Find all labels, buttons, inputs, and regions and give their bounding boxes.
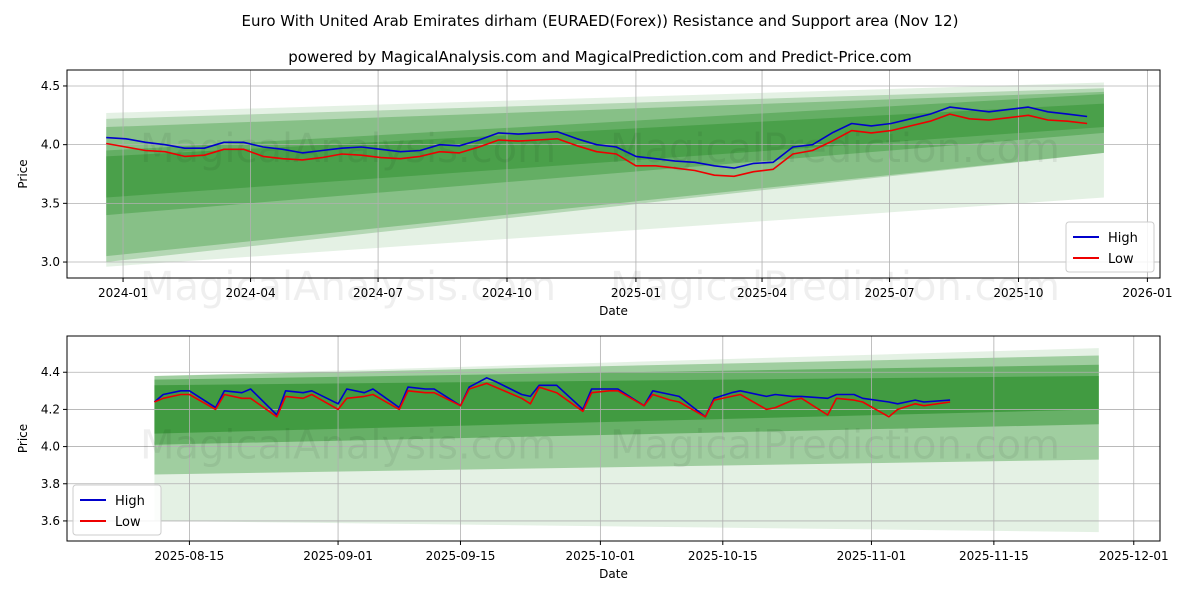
x-tick-label: 2025-10 <box>993 286 1043 300</box>
plot-frame <box>66 69 1161 279</box>
legend-box <box>72 484 162 536</box>
x-tick-label: 2025-11-15 <box>959 549 1029 563</box>
series-high-line <box>106 106 1088 169</box>
watermark: MagicalAnalysis.com <box>140 126 556 172</box>
band-1 <box>106 82 1104 267</box>
x-tick-label: 2025-12-01 <box>1099 549 1169 563</box>
legend-label-high: High <box>1108 231 1138 246</box>
x-axis-label: Date <box>599 567 628 581</box>
y-tick-label: 4.4 <box>41 365 60 379</box>
plot-frame <box>66 335 1161 542</box>
legend-label-low: Low <box>115 515 141 530</box>
x-tick-label: 2025-10-01 <box>566 549 636 563</box>
band-4 <box>154 375 1099 434</box>
x-tick-label: 2026-01 <box>1122 286 1172 300</box>
x-tick-label: 2024-04 <box>225 286 275 300</box>
y-tick-label: 4.2 <box>41 402 60 416</box>
y-tick-label: 3.8 <box>41 477 60 491</box>
legend-label-low: Low <box>1108 252 1134 267</box>
legend: High Low <box>1065 221 1155 273</box>
x-tick-label: 2024-10 <box>482 286 532 300</box>
band-3 <box>106 91 1104 257</box>
y-tick-label: 4.0 <box>41 138 60 152</box>
series-low-line <box>106 113 1088 178</box>
y-axis-label: Price <box>16 424 30 453</box>
y-tick-label: 3.0 <box>41 255 60 269</box>
series-low-line <box>154 382 951 418</box>
x-tick-label: 2025-04 <box>737 286 787 300</box>
y-tick-label: 4.0 <box>41 440 60 454</box>
chart-subtitle: powered by MagicalAnalysis.com and Magic… <box>288 48 912 66</box>
x-axis-label: Date <box>599 304 628 318</box>
x-tick-label: 2025-11-01 <box>837 549 907 563</box>
chart-title: Euro With United Arab Emirates dirham (E… <box>242 12 959 30</box>
watermark: MagicalAnalysis.com <box>140 423 556 469</box>
y-axis-label: Price <box>16 159 30 188</box>
chart-1: 2024-01 2024-04 2024-07 2024-10 2025-01 2025-… <box>16 69 1172 318</box>
band-5 <box>106 103 1104 198</box>
legend-label-high: High <box>115 494 145 509</box>
watermark: MagicalPrediction.com <box>610 264 1060 310</box>
watermark: MagicalPrediction.com <box>610 126 1060 172</box>
watermark: MagicalPrediction.com <box>610 423 1060 469</box>
watermark: MagicalAnalysis.com <box>140 264 556 310</box>
x-tick-label: 2025-09-01 <box>303 549 373 563</box>
legend: High Low <box>72 484 162 536</box>
x-tick-label: 2025-09-15 <box>426 549 496 563</box>
series-high-line <box>153 376 951 418</box>
x-tick-label: 2025-01 <box>611 286 661 300</box>
chart-2: 2025-08-15 2025-09-01 2025-09-15 2025-10-01… <box>16 335 1169 581</box>
x-tick-label: 2025-10-15 <box>688 549 758 563</box>
band-2 <box>106 88 1104 263</box>
y-tick-label: 3.6 <box>41 514 60 528</box>
y-tick-label: 4.5 <box>41 79 60 93</box>
legend-box <box>1065 221 1155 273</box>
x-tick-label: 2024-07 <box>353 286 403 300</box>
x-tick-label: 2025-07 <box>864 286 914 300</box>
x-tick-label: 2025-08-15 <box>155 549 225 563</box>
x-tick-label: 2024-01 <box>98 286 148 300</box>
y-tick-label: 3.5 <box>41 196 60 210</box>
